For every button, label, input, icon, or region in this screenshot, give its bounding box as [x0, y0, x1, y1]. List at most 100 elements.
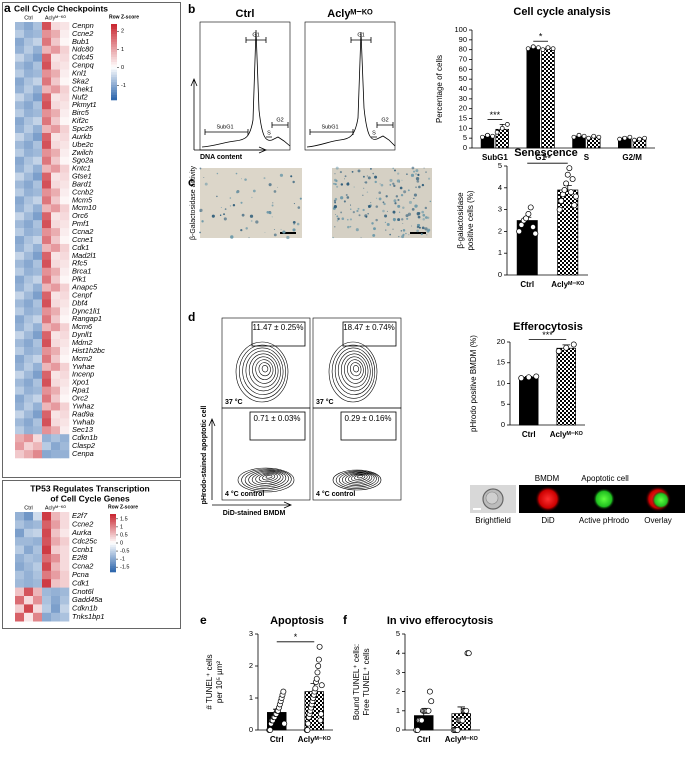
colorbar-step [111, 87, 117, 91]
heatmap-cell [15, 212, 25, 221]
data-point [318, 711, 324, 717]
y-tick-label: 10 [459, 123, 467, 132]
gene-label: Incenp [72, 370, 94, 379]
colorbar-step [111, 62, 117, 65]
y-tick-label: 80 [459, 45, 467, 54]
colorbar-step [111, 77, 117, 81]
colorbar-step [111, 31, 117, 35]
heatmap-cell [24, 251, 34, 261]
panel-letter: a [4, 1, 11, 15]
colorbar-step [111, 36, 117, 40]
stain-speck [366, 175, 368, 177]
stain-speck [277, 186, 279, 188]
stain-speck [252, 189, 256, 193]
heatmap-cell [24, 228, 34, 237]
stain-speck [279, 173, 284, 177]
data-point [305, 720, 312, 727]
stain-speck [401, 218, 404, 221]
heatmap-cell [24, 220, 34, 229]
gene-label: Kif2c [72, 116, 89, 125]
heatmap-cell [24, 450, 34, 459]
heatmap-cell [51, 331, 61, 340]
stain-speck [343, 200, 346, 203]
heatmap-cell [24, 442, 34, 451]
colorbar-step [110, 562, 116, 565]
y-tick-label: 5 [463, 133, 467, 142]
data-point [568, 189, 574, 196]
stain-speck [408, 234, 410, 236]
x-tick-label: Aclyᴹ⁻ᴷᴼ [551, 280, 584, 289]
stain-speck [220, 207, 222, 208]
heatmap-cell [51, 528, 61, 538]
y-tick-label: 15 [497, 358, 505, 367]
heatmap-cell [33, 45, 43, 55]
stain-speck [199, 208, 203, 212]
stain-speck [340, 196, 344, 200]
gene-label: Pcna [72, 570, 89, 579]
heatmap-cell [51, 362, 61, 372]
heatmap-cell [42, 512, 52, 521]
stain-speck [397, 218, 401, 222]
gate-percentage: 0.71 ± 0.03% [253, 414, 300, 423]
stain-speck [224, 208, 227, 210]
heatmap-cell [15, 236, 25, 245]
heatmap-cell [60, 545, 70, 555]
heatmap-cell [15, 228, 25, 237]
heatmap-cell [42, 450, 52, 459]
heatmap-cell [15, 140, 25, 150]
colorbar-tick-label: -0.5 [120, 549, 129, 555]
colorbar-step [111, 94, 117, 98]
heatmap-cell [51, 323, 61, 332]
heatmap-cell [15, 299, 25, 308]
heatmap-cell [24, 378, 34, 387]
stain-speck [337, 217, 340, 221]
heatmap-cell [51, 520, 61, 530]
y-axis-label: Percentage of cells [435, 55, 444, 123]
stain-speck [392, 182, 395, 185]
contour [237, 467, 295, 493]
stain-speck [273, 228, 275, 230]
gene-label: Birc5 [72, 108, 90, 117]
colorbar-step [111, 64, 117, 68]
data-point [525, 46, 531, 52]
heatmap-cell [42, 188, 52, 197]
stain-speck [413, 197, 415, 200]
heatmap-cell [60, 243, 70, 253]
stain-speck [349, 225, 352, 228]
stain-speck [413, 170, 416, 173]
heatmap-title: of Cell Cycle Genes [50, 493, 130, 503]
data-point [316, 643, 323, 650]
colorbar-step [110, 556, 116, 559]
stain-speck [349, 218, 353, 221]
colorbar-step [110, 531, 116, 534]
heatmap-cell [15, 61, 25, 70]
colorbar-step [111, 67, 117, 70]
stain-speck [232, 204, 236, 207]
senescence-images [199, 166, 432, 240]
stain-speck [405, 214, 409, 218]
column-label: Ctrl [24, 505, 33, 511]
stain-speck [360, 237, 362, 239]
colorbar-step [111, 34, 117, 37]
contour [345, 472, 373, 485]
colorbar-step [111, 29, 117, 32]
heatmap-cell [33, 339, 43, 348]
heatmap-cell [51, 188, 61, 197]
heatmap-cell [42, 180, 52, 189]
heatmap-cell [33, 101, 43, 110]
data-point [313, 675, 320, 682]
stain-speck [415, 169, 419, 173]
y-tick-label: 2 [396, 687, 400, 696]
significance-label: *** [542, 330, 553, 340]
heatmap-cell [24, 331, 34, 340]
heatmap-cell [60, 85, 70, 94]
stain-speck [423, 167, 425, 169]
colorbar-tick-label: 1 [120, 524, 123, 530]
colorbar-step [111, 74, 117, 78]
heatmap-cell [42, 410, 52, 419]
colorbar-step [111, 84, 117, 88]
heatmap-cell [60, 291, 70, 300]
heatmap-cell [42, 394, 52, 403]
panel-letter: e [200, 613, 207, 627]
stain-speck [357, 169, 361, 173]
